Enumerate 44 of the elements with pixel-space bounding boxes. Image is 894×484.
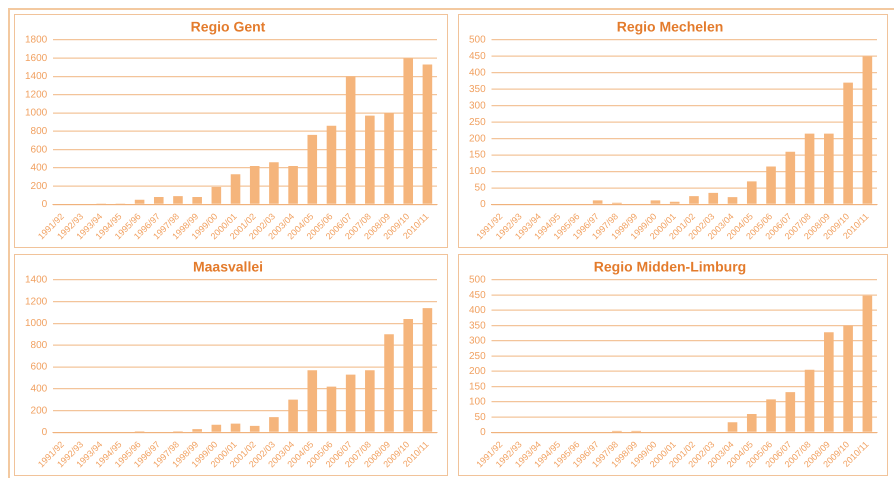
chart-title: Regio Midden-Limburg — [594, 258, 746, 274]
y-tick-label: 0 — [480, 199, 486, 210]
y-tick-label: 100 — [468, 396, 486, 408]
y-tick-label: 200 — [468, 366, 486, 378]
chart-title: Maasvallei — [192, 258, 264, 274]
y-tick-label: 1000 — [24, 318, 48, 330]
y-tick-label: 1800 — [24, 34, 48, 46]
y-tick-label: 100 — [468, 166, 486, 178]
y-tick-label: 1600 — [24, 52, 48, 64]
y-tick-label: 50 — [474, 182, 486, 194]
y-tick-label: 1400 — [24, 71, 48, 82]
chart-title: Regio Gent — [190, 18, 266, 34]
y-tick-label: 1000 — [24, 108, 48, 119]
y-tick-label: 800 — [30, 126, 48, 137]
y-tick-label: 300 — [468, 336, 486, 347]
y-tick-label: 350 — [468, 84, 486, 95]
y-tick-label: 400 — [30, 384, 48, 395]
y-tick-label: 500 — [468, 34, 486, 46]
y-tick-label: 450 — [468, 51, 486, 62]
y-tick-label: 300 — [468, 100, 486, 112]
y-tick-label: 1400 — [24, 274, 48, 286]
y-tick-label: 600 — [30, 362, 48, 373]
y-tick-label: 800 — [30, 340, 48, 351]
y-tick-label: 200 — [30, 180, 48, 192]
y-tick-label: 450 — [468, 290, 486, 301]
y-tick-label: 200 — [30, 405, 48, 416]
y-tick-label: 150 — [468, 381, 486, 392]
y-tick-label: 400 — [468, 305, 486, 316]
y-tick-label: 1200 — [24, 89, 48, 100]
y-tick-label: 0 — [42, 427, 48, 438]
y-tick-label: 0 — [480, 427, 486, 438]
y-tick-label: 0 — [42, 199, 48, 210]
y-tick-label: 350 — [468, 320, 486, 332]
y-tick-label: 200 — [468, 133, 486, 144]
y-tick-label: 1200 — [24, 296, 48, 308]
y-tick-label: 400 — [468, 67, 486, 78]
y-tick-label: 250 — [468, 116, 486, 128]
y-tick-label: 50 — [474, 412, 486, 423]
y-tick-label: 150 — [468, 150, 486, 161]
chart-title: Regio Mechelen — [616, 18, 724, 34]
y-tick-label: 500 — [468, 274, 486, 286]
y-tick-label: 250 — [468, 350, 486, 362]
y-tick-label: 600 — [30, 144, 48, 156]
y-tick-label: 400 — [30, 162, 48, 174]
